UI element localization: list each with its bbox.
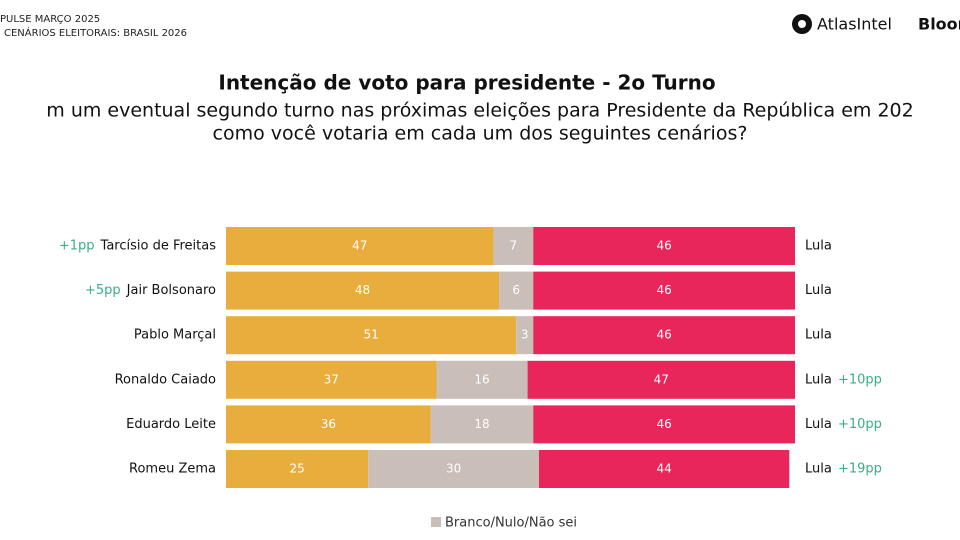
header-line: PULSE MARÇO 2025: [0, 14, 100, 25]
category-annotation: +1pp: [59, 239, 95, 254]
right-label: Lula: [805, 372, 832, 387]
chart-subtitle: como você votaria em cada um dos seguint…: [213, 123, 748, 145]
bar-segment: [430, 405, 534, 444]
bar-segment: [436, 360, 528, 399]
category-label: Ronaldo Caiado: [115, 372, 216, 387]
right-label: Lula: [805, 283, 832, 298]
value-label: 3: [521, 328, 529, 342]
bar-segment: [499, 271, 534, 310]
logo-icon: [798, 20, 806, 28]
chart-title: Intenção de voto para presidente - 2o Tu…: [218, 71, 715, 95]
category-label: Romeu Zema: [129, 462, 216, 477]
value-label: 51: [363, 328, 378, 342]
bar-segment: [533, 316, 795, 355]
bar-segment: [368, 450, 539, 488]
category-label: Pablo Marçal: [134, 328, 216, 343]
value-label: 7: [510, 239, 518, 253]
bar-segment: [226, 271, 500, 310]
value-label: 47: [654, 372, 669, 386]
right-annotation: +19pp: [838, 462, 882, 477]
value-label: 46: [656, 283, 671, 297]
bar-segment: [226, 405, 431, 444]
value-label: 25: [289, 462, 304, 476]
right-label: Lula: [805, 417, 832, 432]
logo: AtlasIntel: [817, 15, 892, 34]
value-label: 47: [352, 239, 367, 253]
bar-segment: [533, 227, 795, 265]
right-label: Lula: [805, 328, 832, 343]
right-annotation: +10pp: [838, 372, 882, 387]
value-label: 46: [656, 328, 671, 342]
category-annotation: +5pp: [85, 283, 121, 298]
value-label: 16: [474, 372, 489, 386]
value-label: 36: [321, 417, 336, 431]
category-label: Jair Bolsonaro: [126, 283, 216, 298]
bar-segment: [533, 405, 795, 444]
bar-segment: [226, 316, 517, 355]
value-label: 37: [324, 372, 339, 386]
legend-label: Branco/Nulo/Não sei: [445, 516, 577, 531]
logo: Bloom: [918, 15, 960, 34]
legend-swatch: [431, 517, 441, 527]
bar-segment: [527, 360, 795, 399]
value-label: 46: [656, 239, 671, 253]
value-label: 30: [446, 462, 461, 476]
bar-segment: [538, 450, 790, 488]
right-label: Lula: [805, 239, 832, 254]
right-annotation: +10pp: [838, 417, 882, 432]
value-label: 48: [355, 283, 370, 297]
header-line: CENÁRIOS ELEITORAIS: BRASIL 2026: [4, 26, 187, 39]
bar-segment: [226, 450, 369, 488]
value-label: 18: [474, 417, 489, 431]
bar-segment: [533, 271, 795, 310]
bar-segment: [226, 227, 494, 265]
category-label: Eduardo Leite: [126, 417, 216, 432]
bar-segment: [493, 227, 534, 265]
bar-segment: [516, 316, 534, 355]
category-label: Tarcísio de Freitas: [100, 239, 217, 254]
value-label: 44: [656, 462, 671, 476]
chart-subtitle: m um eventual segundo turno nas próximas…: [46, 100, 913, 122]
right-label: Lula: [805, 462, 832, 477]
value-label: 6: [512, 283, 520, 297]
value-label: 46: [656, 417, 671, 431]
bar-segment: [226, 360, 437, 399]
